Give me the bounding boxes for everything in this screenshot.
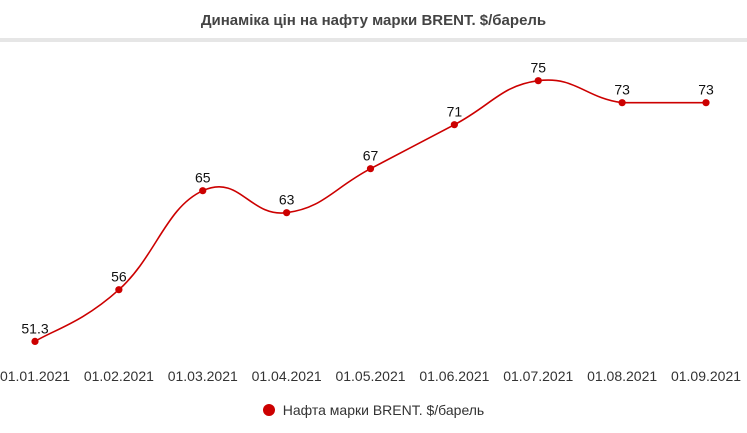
legend-marker-icon (262, 404, 275, 416)
data-label: 65 (195, 170, 211, 186)
series-line (34, 79, 706, 343)
data-label: 73 (698, 82, 714, 98)
x-tick-label: 01.06.2021 (419, 368, 489, 384)
data-label: 75 (530, 60, 546, 76)
x-tick-label: 01.05.2021 (335, 368, 405, 384)
data-point[interactable] (115, 286, 123, 294)
data-label: 51.3 (21, 320, 48, 336)
data-point[interactable] (702, 99, 710, 107)
data-point[interactable] (199, 187, 207, 195)
data-labels: 51.3 56 65 63 67 71 75 73 73 (21, 60, 714, 337)
data-point[interactable] (534, 77, 542, 85)
x-tick-label: 01.09.2021 (671, 368, 741, 384)
legend-label: Нафта марки BRENT. $/барель (282, 402, 485, 418)
x-tick-label: 01.02.2021 (84, 368, 154, 384)
data-label: 56 (111, 269, 127, 285)
data-point[interactable] (283, 209, 291, 217)
data-label: 67 (363, 148, 379, 164)
data-point[interactable] (31, 337, 39, 345)
data-label: 73 (614, 82, 630, 98)
x-axis-ticks: 01.01.2021 01.02.2021 01.03.2021 01.04.2021… (0, 368, 741, 384)
x-tick-label: 01.08.2021 (587, 368, 657, 384)
x-tick-label: 01.04.2021 (252, 368, 322, 384)
data-label: 71 (447, 104, 463, 120)
data-points (31, 77, 710, 345)
data-label: 63 (279, 192, 295, 208)
x-tick-label: 01.07.2021 (503, 368, 573, 384)
chart-title: Динаміка цін на нафту марки BRENT. $/бар… (200, 12, 547, 29)
x-tick-label: 01.01.2021 (0, 368, 70, 384)
x-tick-label: 01.03.2021 (168, 368, 238, 384)
legend[interactable]: Нафта марки BRENT. $/барель (0, 402, 747, 418)
title-divider (0, 38, 747, 42)
data-point[interactable] (366, 165, 375, 173)
data-point[interactable] (450, 121, 458, 129)
data-point[interactable] (618, 99, 626, 107)
